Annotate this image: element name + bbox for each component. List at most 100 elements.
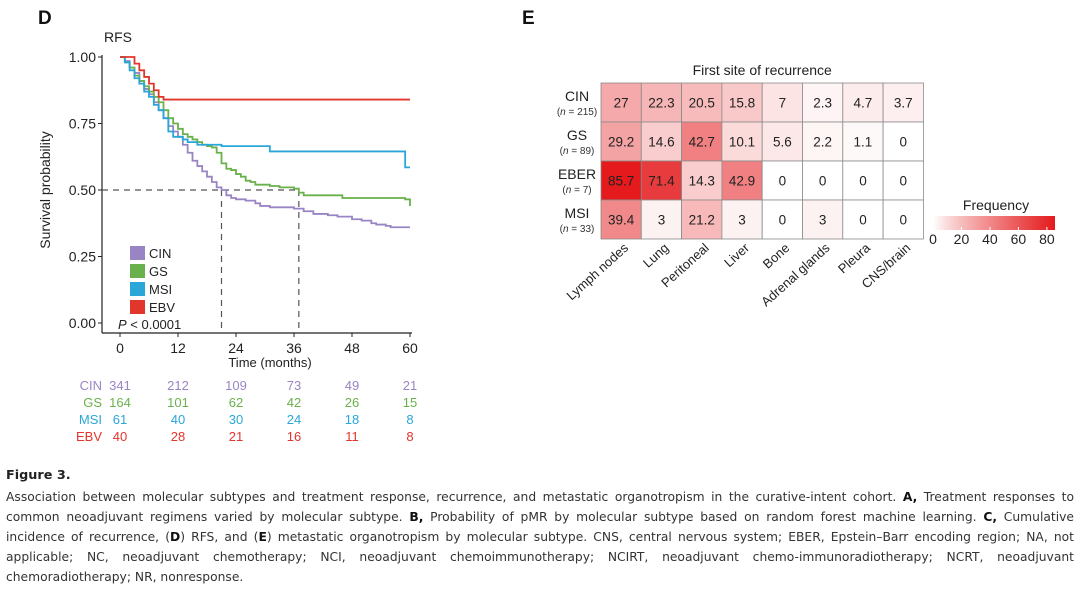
km-curve-ebv [120, 56, 410, 101]
y-axis-label: Survival probability [37, 131, 53, 249]
heatmap-cell-value: 22.3 [648, 96, 674, 111]
y-tick-label: 0.25 [69, 249, 96, 265]
heatmap-cell-value: 3 [738, 213, 746, 228]
figure-title: Figure 3. [6, 468, 71, 483]
heatmap-cell-value: 10.1 [729, 135, 755, 150]
heatmap-row-label: EBER [558, 166, 596, 182]
heatmap-cell [600, 160, 642, 201]
risk-table-cell: 8 [406, 412, 413, 427]
heatmap-cell-value: 14.6 [648, 135, 674, 150]
caption-text: Probability of pMR by molecular subtype … [423, 510, 984, 524]
heatmap-cell-value: 39.4 [608, 213, 635, 228]
risk-table-cell: 101 [167, 395, 189, 410]
risk-table-row-label: GS [83, 395, 102, 410]
caption-text: ) RFS, and ( [180, 530, 259, 544]
risk-table-cell: 15 [403, 395, 417, 410]
risk-table-cell: 28 [171, 429, 185, 444]
heatmap-cell-value: 21.2 [689, 213, 715, 228]
heatmap-cell-value: 2.3 [813, 96, 832, 111]
risk-table-cell: 212 [167, 378, 189, 393]
caption-panel-ref: B, [409, 510, 424, 524]
colorbar-title: Frequency [963, 197, 1029, 213]
heatmap-cell [640, 199, 682, 240]
heatmap-cell-value: 5.6 [773, 135, 792, 150]
caption-text: Association between molecular subtypes a… [6, 490, 903, 504]
heatmap-cell-value: 7 [779, 96, 787, 111]
heatmap-cell [882, 121, 924, 162]
heatmap-cell-value: 0 [779, 174, 787, 189]
heatmap-cell [640, 82, 682, 123]
heatmap-cell-value: 0 [899, 135, 907, 150]
heatmap-cell-value: 3 [658, 213, 666, 228]
risk-table-cell: 61 [113, 412, 127, 427]
heatmap-cell-value: 42.7 [689, 135, 715, 150]
heatmap-cell-value: 85.7 [608, 174, 634, 189]
heatmap-cell-value: 20.5 [689, 96, 715, 111]
risk-table-cell: 24 [287, 412, 301, 427]
caption-panel-ref: D [170, 530, 181, 544]
caption-panel-ref: A, [902, 490, 918, 504]
risk-table-cell: 73 [287, 378, 301, 393]
heatmap-column-label: Liver [721, 240, 752, 270]
y-tick-label: 0.50 [69, 182, 96, 198]
legend-label-msi: MSI [149, 282, 172, 297]
heatmap-row-label: CIN [565, 88, 589, 104]
heatmap-cell [600, 199, 642, 240]
risk-table-cell: 26 [345, 395, 359, 410]
heatmap-cell [681, 199, 723, 240]
risk-table-cell: 11 [345, 429, 359, 444]
heatmap-cell [802, 199, 844, 240]
x-tick-label: 12 [170, 340, 186, 356]
legend-swatch-gs [130, 264, 145, 278]
heatmap-column-label: Bone [760, 240, 793, 271]
caption-text: Cumulative incidence of recurrence, ( [6, 510, 1074, 544]
p-value-annotation: P < 0.0001 [118, 317, 181, 332]
heatmap-cell-value: 0 [779, 213, 787, 228]
legend-label-cin: CIN [149, 246, 171, 261]
heatmap-cell-value: 3 [819, 213, 827, 228]
risk-table-cell: 21 [229, 429, 243, 444]
heatmap-row-label: GS [567, 127, 587, 143]
y-tick-label: 0.75 [69, 116, 96, 132]
heatmap-row-n: (n = 33) [560, 224, 595, 235]
colorbar-tick-label: 40 [982, 231, 998, 247]
heatmap-title: First site of recurrence [693, 62, 832, 78]
figure-caption: Figure 3. Association between molecular … [6, 466, 1074, 587]
risk-table-cell: 8 [406, 429, 413, 444]
x-tick-label: 60 [402, 340, 418, 356]
heatmap-row-n: (n = 215) [557, 107, 597, 118]
heatmap-column-label: Lung [640, 240, 672, 270]
heatmap-cell-value: 71.4 [648, 174, 675, 189]
risk-table-cell: 42 [287, 395, 301, 410]
km-rfs-chart: RFS 0.00 0.25 0.50 0.75 1.00 0 12 24 36 48 60 Time (… [37, 29, 418, 444]
heatmap-cell-value: 15.8 [729, 96, 755, 111]
colorbar-tick-label: 80 [1039, 231, 1055, 247]
heatmap-cell-value: 0 [859, 174, 867, 189]
heatmap-column-label: Adrenal glands [758, 240, 833, 310]
heatmap-cell [721, 199, 763, 240]
risk-table-cell: 109 [225, 378, 247, 393]
heatmap-cell [761, 160, 803, 201]
km-curve-msi [120, 56, 410, 169]
legend-swatch-ebv [130, 300, 145, 314]
x-tick-label: 0 [116, 340, 124, 356]
heatmap-row-n: (n = 7) [562, 185, 591, 196]
panel-label-e: E [522, 8, 535, 29]
y-tick-label: 0.00 [69, 315, 96, 331]
risk-table-cell: 164 [109, 395, 131, 410]
heatmap-cell [640, 160, 682, 201]
risk-table-cell: 40 [113, 429, 127, 444]
heatmap-cell-value: 14.3 [689, 174, 715, 189]
heatmap-cell-value: 29.2 [608, 135, 634, 150]
heatmap-cell-value: 4.7 [854, 96, 873, 111]
heatmap-cell [721, 121, 763, 162]
risk-table-cell: 49 [345, 378, 359, 393]
heatmap-cell [802, 121, 844, 162]
risk-table-cell: 18 [345, 412, 359, 427]
heatmap-cell-value: 0 [819, 174, 827, 189]
x-tick-label: 24 [228, 340, 244, 356]
heatmap-cell-value: 0 [859, 213, 867, 228]
x-tick-label: 48 [344, 340, 360, 356]
heatmap-row-n: (n = 89) [560, 146, 595, 157]
risk-table-cell: 62 [229, 395, 243, 410]
